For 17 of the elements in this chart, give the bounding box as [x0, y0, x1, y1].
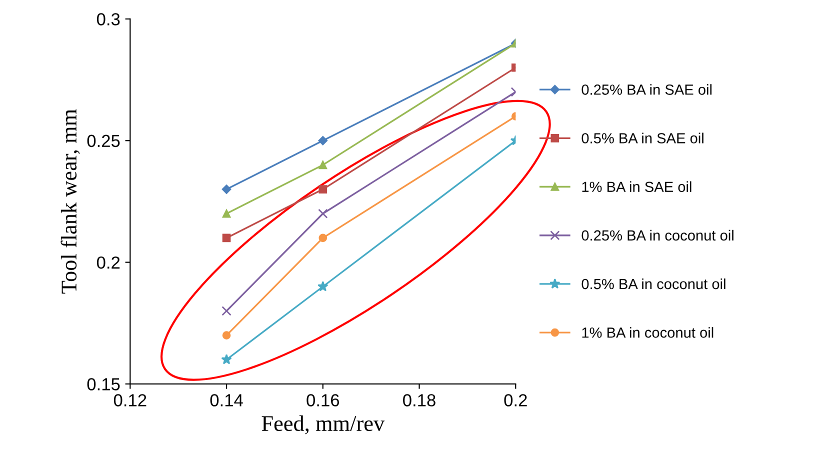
y-tick-label: 0.2: [96, 256, 120, 269]
y-tick-label: 0.3: [96, 13, 120, 26]
legend-label: 0.25% BA in coconut oil: [582, 230, 734, 241]
legend-label: 1% BA in coconut oil: [582, 327, 714, 338]
y-tick-label: 0.15: [87, 378, 120, 390]
y-tick-label: 0.25: [87, 134, 120, 148]
legend-label: 0.25% BA in SAE oil: [582, 84, 712, 95]
x-axis-title: Feed, mm/rev: [262, 415, 385, 434]
legend-label: 0.5% BA in coconut oil: [582, 278, 726, 290]
x-tick-label: 0.14: [210, 394, 243, 406]
legend-label: 1% BA in SAE oil: [582, 181, 692, 192]
x-tick-label: 0.2: [504, 394, 527, 406]
legend-label: 0.5% BA in SAE oil: [582, 132, 704, 144]
x-tick-label: 0.16: [306, 394, 340, 406]
x-tick-label: 0.12: [114, 394, 146, 406]
x-tick-label: 0.18: [403, 394, 436, 406]
y-axis-title: Tool flank wear, mm: [60, 109, 80, 294]
